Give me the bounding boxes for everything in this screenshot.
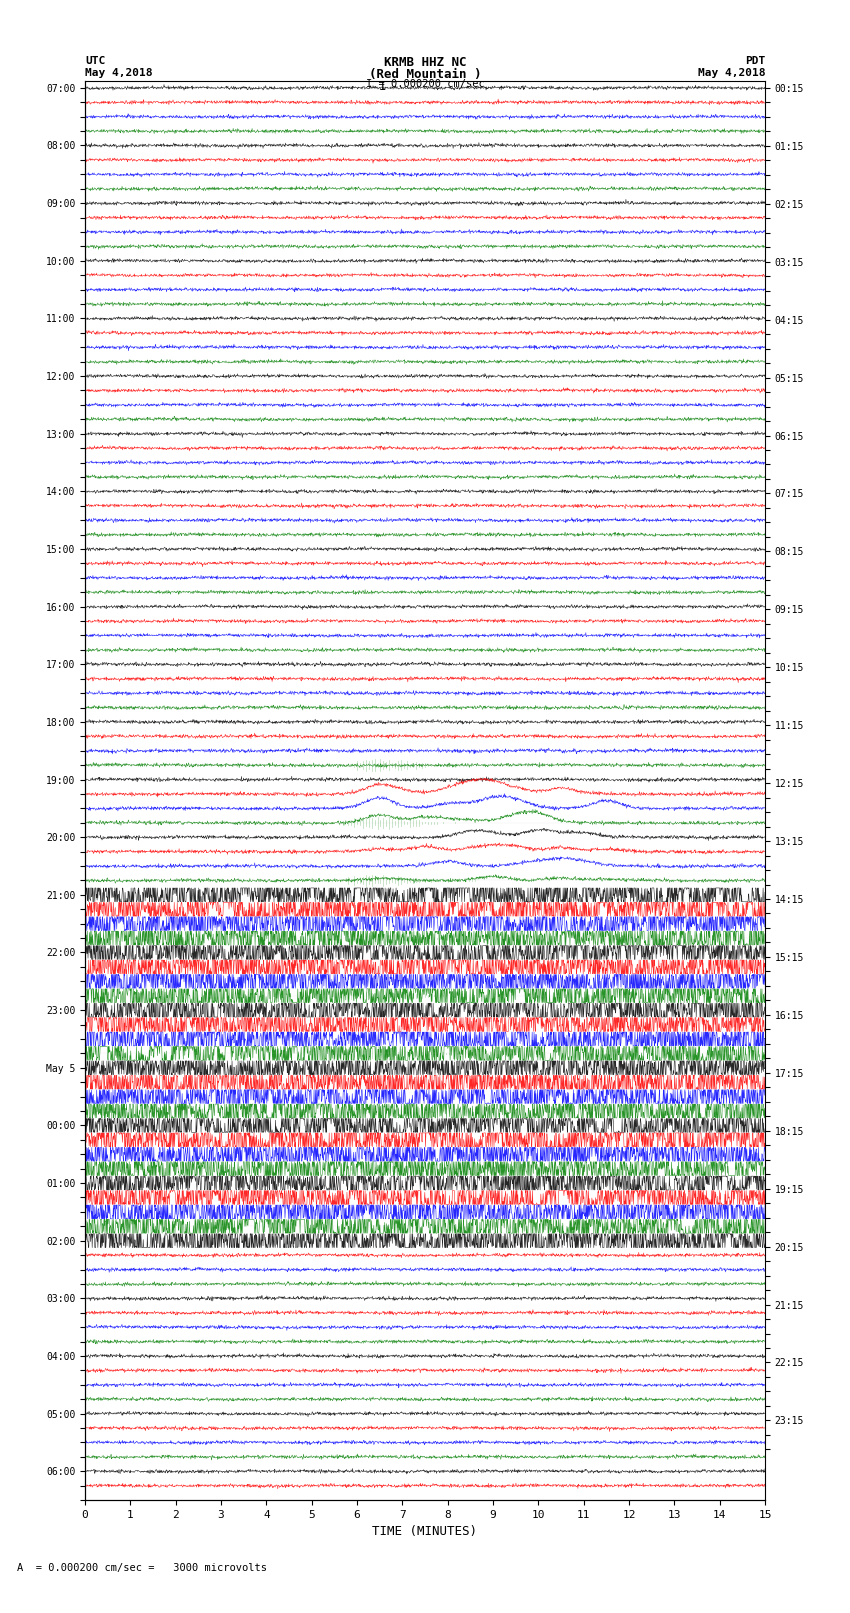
Text: May 4,2018: May 4,2018	[85, 68, 152, 77]
Text: I = 0.000200 cm/sec: I = 0.000200 cm/sec	[366, 79, 484, 89]
Text: May 4,2018: May 4,2018	[698, 68, 765, 77]
Text: UTC: UTC	[85, 56, 105, 66]
X-axis label: TIME (MINUTES): TIME (MINUTES)	[372, 1526, 478, 1539]
Text: (Red Mountain ): (Red Mountain )	[369, 68, 481, 81]
Text: I: I	[378, 79, 386, 94]
Text: PDT: PDT	[745, 56, 765, 66]
Text: A  = 0.000200 cm/sec =   3000 microvolts: A = 0.000200 cm/sec = 3000 microvolts	[17, 1563, 267, 1573]
Text: KRMB HHZ NC: KRMB HHZ NC	[383, 56, 467, 69]
